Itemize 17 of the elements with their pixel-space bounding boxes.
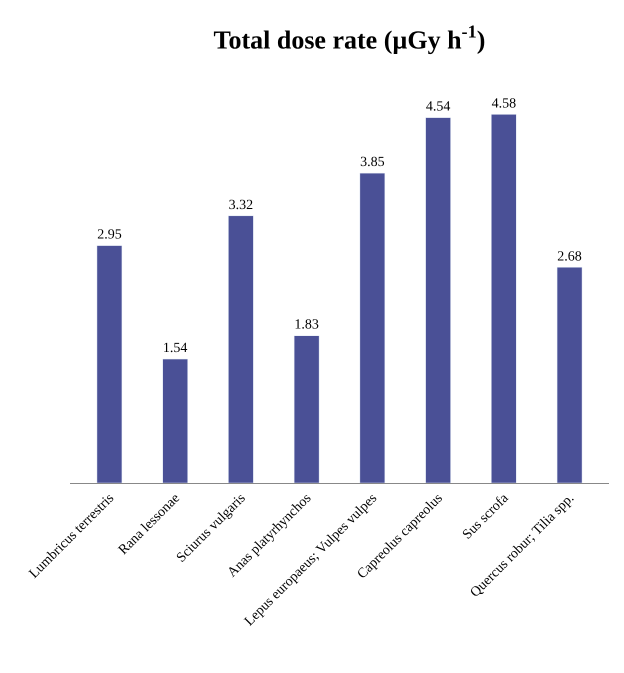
bar (96, 245, 122, 483)
data-label: 3.32 (228, 198, 254, 213)
data-label: 2.95 (97, 228, 122, 243)
data-label: 3.85 (360, 155, 385, 170)
data-label: 2.68 (557, 249, 582, 264)
bar (228, 216, 254, 483)
data-label: 4.58 (492, 96, 516, 112)
bar (360, 172, 386, 483)
chart-title: Total dose rate (µGy h$^{-1}$) (214, 22, 486, 54)
bar (556, 267, 582, 483)
bar (162, 358, 188, 483)
data-label: 1.54 (162, 341, 188, 356)
data-label: 1.83 (294, 318, 319, 333)
bar (491, 114, 517, 483)
bar (425, 117, 451, 483)
bar (294, 335, 320, 483)
data-label: 4.54 (426, 100, 450, 115)
